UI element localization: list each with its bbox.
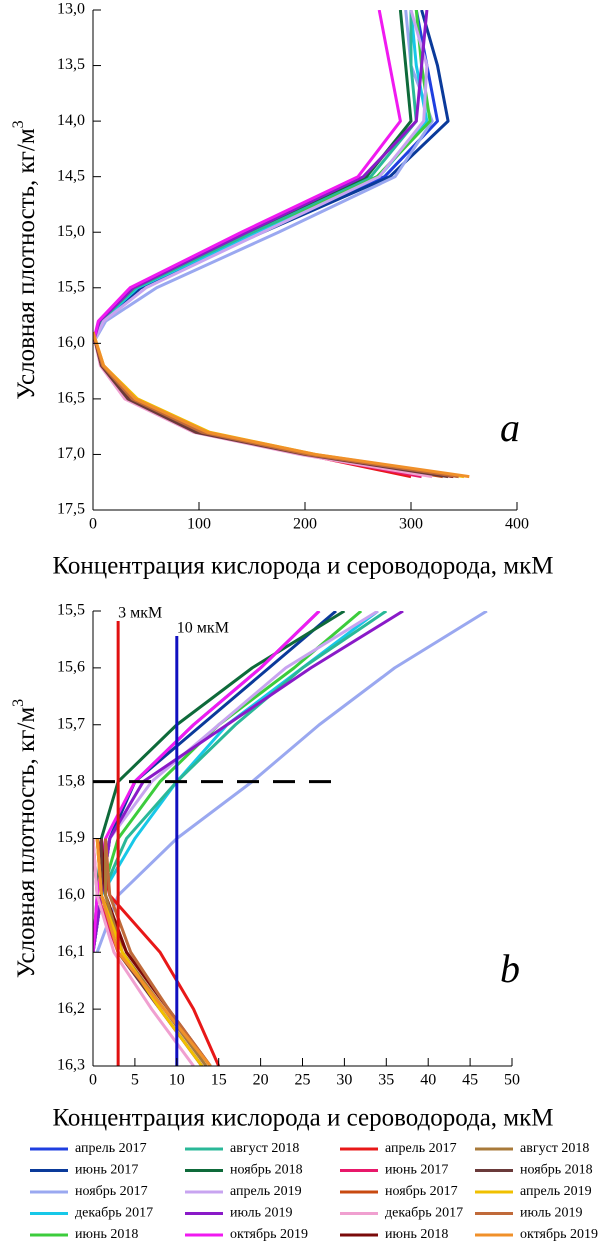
y-tick-label: 15,9 — [57, 829, 85, 846]
series-line — [93, 838, 195, 1066]
y-tick-label: 16,0 — [57, 334, 85, 351]
series-line — [93, 10, 439, 344]
y-axis-label: Условная плотность, кг/м3 — [10, 120, 40, 399]
y-axis-label-sup: 3 — [10, 120, 27, 128]
x-tick-label: 35 — [378, 1072, 394, 1089]
x-tick-label: 50 — [504, 1072, 520, 1089]
series-line — [93, 331, 470, 479]
legend-label: июнь 2017 — [75, 1163, 138, 1178]
legend-label: апрель 2017 — [385, 1141, 457, 1156]
series-line — [93, 10, 434, 345]
y-tick-label: 17,0 — [57, 445, 85, 462]
panel-label: b — [500, 946, 520, 991]
legend-label: июнь 2018 — [75, 1227, 138, 1242]
y-axis-label-text: Условная плотность, кг/м — [13, 707, 40, 979]
panel-label: a — [500, 405, 520, 450]
y-tick-label: 16,3 — [57, 1057, 85, 1074]
y-tick-label: 16,0 — [57, 886, 85, 903]
legend-label: ноябрь 2017 — [75, 1184, 148, 1199]
y-tick-label: 16,5 — [57, 390, 85, 407]
legend-label: ноябрь 2017 — [385, 1184, 458, 1199]
x-tick-label: 5 — [131, 1072, 139, 1089]
legend-label: июнь 2018 — [385, 1227, 448, 1242]
legend-label: июль 2019 — [230, 1206, 292, 1221]
x-tick-label: 0 — [89, 1072, 97, 1089]
y-axis-label-text: Условная плотность, кг/м — [13, 128, 40, 400]
y-tick-label: 15,5 — [57, 278, 85, 295]
series-line — [104, 838, 212, 1066]
y-tick-label: 13,0 — [57, 1, 85, 18]
x-tick-label: 200 — [293, 516, 317, 533]
x-tick-label: 15 — [211, 1072, 227, 1089]
x-tick-label: 25 — [295, 1072, 311, 1089]
x-axis-label: Концентрация кислорода и сероводорода, м… — [53, 553, 554, 580]
plot-area — [93, 10, 470, 479]
y-tick-label: 14,5 — [57, 167, 85, 184]
legend-label: апрель 2019 — [230, 1184, 302, 1199]
legend-label: август 2018 — [230, 1141, 299, 1156]
legend-label: июнь 2017 — [385, 1163, 448, 1178]
y-tick-label: 15,6 — [57, 659, 85, 676]
series-line — [93, 10, 402, 344]
legend-label: октябрь 2019 — [520, 1227, 598, 1242]
x-axis-label: Концентрация кислорода и сероводорода, м… — [53, 1105, 554, 1132]
threshold-label: 10 мкМ — [177, 620, 229, 637]
legend-label: апрель 2017 — [75, 1141, 147, 1156]
x-tick-label: 45 — [462, 1072, 478, 1089]
y-axis-label-sup: 3 — [10, 699, 27, 707]
x-tick-label: 20 — [253, 1072, 269, 1089]
legend-label: август 2018 — [520, 1141, 589, 1156]
x-tick-label: 300 — [399, 516, 423, 533]
y-tick-label: 15,5 — [57, 602, 85, 619]
legend-label: июль 2019 — [520, 1206, 582, 1221]
x-tick-label: 40 — [420, 1072, 436, 1089]
series-line — [104, 838, 208, 1066]
y-tick-label: 15,0 — [57, 223, 85, 240]
legend-label: декабрь 2017 — [75, 1206, 153, 1221]
x-tick-label: 30 — [336, 1072, 352, 1089]
legend-label: декабрь 2017 — [385, 1206, 463, 1221]
series-line — [93, 10, 429, 344]
plot-area — [93, 611, 488, 1066]
y-tick-label: 15,7 — [57, 715, 85, 732]
y-axis-label: Условная плотность, кг/м3 — [10, 699, 40, 978]
legend-label: апрель 2019 — [520, 1184, 592, 1199]
y-tick-label: 14,0 — [57, 112, 85, 129]
x-tick-label: 100 — [187, 516, 211, 533]
x-tick-label: 10 — [169, 1072, 185, 1089]
x-tick-label: 400 — [505, 516, 529, 533]
y-tick-label: 15,8 — [57, 772, 85, 789]
threshold-label: 3 мкМ — [118, 605, 162, 622]
y-tick-label: 13,5 — [57, 56, 85, 73]
legend-label: октябрь 2019 — [230, 1227, 308, 1242]
y-tick-label: 16,2 — [57, 1000, 85, 1017]
y-tick-label: 16,1 — [57, 943, 85, 960]
legend-label: ноябрь 2018 — [230, 1163, 303, 1178]
legend-label: ноябрь 2018 — [520, 1163, 593, 1178]
x-tick-label: 0 — [89, 516, 97, 533]
y-tick-label: 17,5 — [57, 501, 85, 518]
